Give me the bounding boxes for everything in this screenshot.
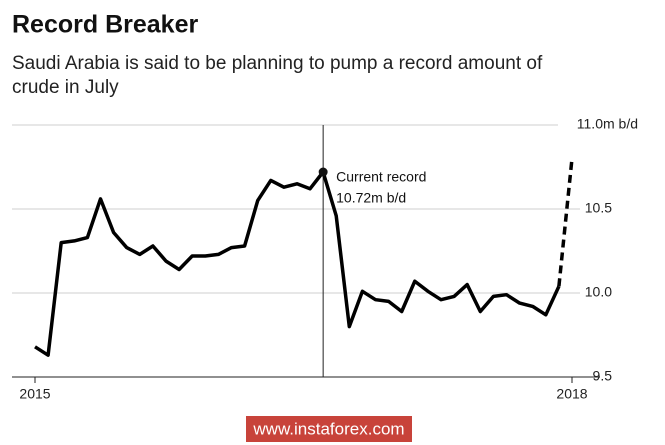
subtitle: Saudi Arabia is said to be planning to p… (12, 53, 543, 74)
annotation-text: 10.72m b/d (336, 190, 406, 206)
line (557, 158, 574, 287)
y-tick-label: 10.0 (585, 284, 612, 300)
x-tick-label: 2018 (556, 386, 587, 402)
watermark-bg (246, 416, 412, 442)
x-tick-label: 2015 (19, 386, 50, 402)
y-tick-label: 11.0m b/d (577, 116, 638, 132)
y-tick-label: 10.5 (585, 200, 612, 216)
watermark: www.instaforex.com (252, 419, 404, 438)
chart-title: Record Breaker (12, 11, 198, 39)
annotation-text: Current record (336, 169, 426, 185)
y-tick-label: 9.5 (593, 368, 613, 384)
annotation-dot (318, 167, 328, 177)
subtitle: crude in July (12, 77, 119, 98)
line (34, 170, 561, 357)
